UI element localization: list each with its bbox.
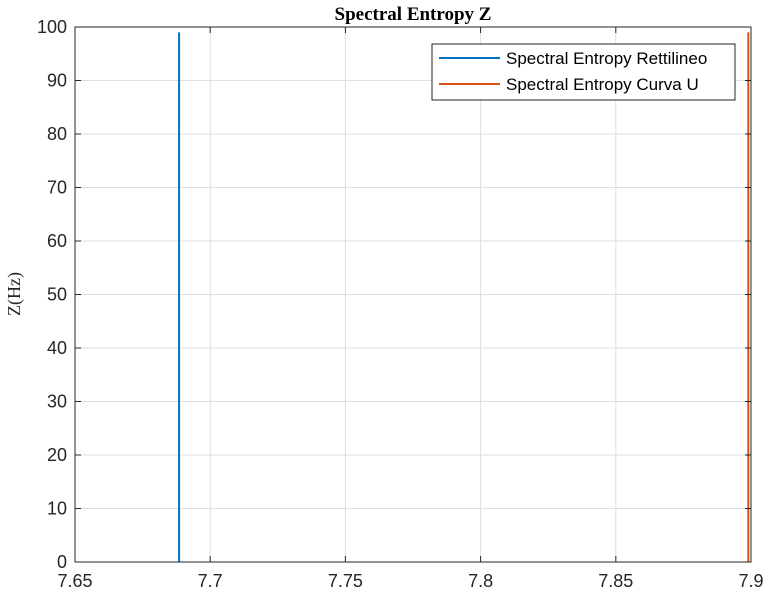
- y-tick-label: 80: [47, 124, 67, 144]
- y-tick-label: 20: [47, 445, 67, 465]
- legend-box: [431, 43, 736, 101]
- y-tick-label: 40: [47, 338, 67, 358]
- legend-label-rettilineo: Spectral Entropy Rettilineo: [506, 49, 707, 68]
- y-tick-label: 60: [47, 231, 67, 251]
- legend: Spectral Entropy Rettilineo Spectral Ent…: [431, 43, 736, 101]
- series-lines: [178, 32, 750, 562]
- y-tick-label: 90: [47, 71, 67, 91]
- axis-ticks: [74, 26, 752, 563]
- x-tick-label: 7.9: [738, 571, 763, 591]
- y-tick-label: 50: [47, 285, 67, 305]
- x-tick-label: 7.85: [598, 571, 633, 591]
- y-tick-label: 30: [47, 392, 67, 412]
- x-tick-label: 7.7: [198, 571, 223, 591]
- y-tick-label: 70: [47, 178, 67, 198]
- y-tick-label: 10: [47, 499, 67, 519]
- y-tick-label: 0: [57, 552, 67, 572]
- y-axis-tick-labels: 0 10 20 30 40 50 60 70 80 90 100: [37, 17, 67, 572]
- y-axis-label: Z(Hz): [4, 272, 25, 316]
- plot-area: [74, 26, 752, 563]
- x-tick-label: 7.65: [57, 571, 92, 591]
- x-tick-label: 7.8: [468, 571, 493, 591]
- legend-label-curva-u: Spectral Entropy Curva U: [506, 75, 699, 94]
- chart-title: Spectral Entropy Z: [335, 4, 492, 25]
- y-tick-label: 100: [37, 17, 67, 37]
- x-axis-tick-labels: 7.65 7.7 7.75 7.8 7.85 7.9: [57, 571, 763, 591]
- x-tick-label: 7.75: [328, 571, 363, 591]
